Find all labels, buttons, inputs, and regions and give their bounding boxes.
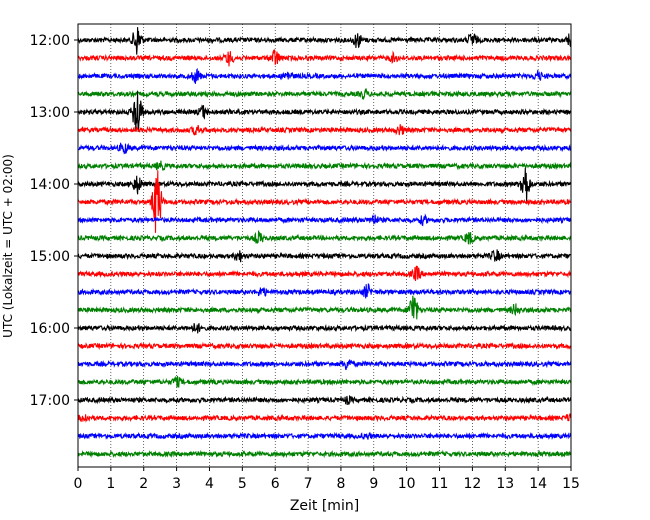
y-tick-label: 12:00 (30, 33, 70, 49)
trace-1315 (77, 124, 572, 136)
x-tick-label: 10 (398, 476, 416, 492)
x-tick-label: 1 (106, 476, 115, 492)
trace-1200 (77, 27, 572, 55)
plot-frame (77, 23, 572, 468)
x-tick-label: 15 (562, 476, 580, 492)
trace-1300 (77, 91, 572, 132)
x-tick-label: 11 (431, 476, 449, 492)
trace-1330 (77, 142, 572, 155)
x-tick-label: 5 (238, 476, 247, 492)
y-axis-label: UTC (Lokalzeit = UTC + 02:00) (1, 154, 15, 338)
y-tick-label: 17:00 (30, 393, 70, 409)
trace-1630 (77, 359, 572, 371)
trace-1215 (77, 49, 572, 67)
trace-1445 (77, 230, 572, 245)
x-tick-label: 8 (336, 476, 345, 492)
y-tick-label: 13:00 (30, 105, 70, 121)
trace-1530 (77, 282, 572, 299)
x-tick-label: 7 (304, 476, 313, 492)
x-tick-label: 9 (369, 476, 378, 492)
x-tick-label: 3 (172, 476, 181, 492)
y-tick-label: 14:00 (30, 177, 70, 193)
trace-1730 (77, 431, 572, 441)
x-tick-label: 14 (529, 476, 547, 492)
trace-1345 (77, 160, 572, 172)
x-axis-label: Zeit [min] (290, 498, 359, 514)
x-tick-label: 12 (463, 476, 481, 492)
x-tick-label: 13 (496, 476, 514, 492)
trace-1615 (77, 341, 572, 351)
grid (110, 24, 539, 467)
trace-1500 (77, 249, 572, 263)
x-tick-label: 2 (139, 476, 148, 492)
x-axis: 0 1 2 3 4 5 6 7 8 9 10 11 12 13 14 15 (74, 467, 580, 492)
trace-1430 (77, 213, 572, 227)
trace-1545 (77, 295, 572, 320)
trace-1245 (77, 87, 572, 101)
trace-1230 (77, 68, 572, 84)
traces (77, 27, 572, 459)
x-tick-label: 4 (205, 476, 214, 492)
y-tick-label: 16:00 (30, 321, 70, 337)
trace-1600 (77, 323, 572, 334)
trace-1415 (77, 170, 572, 233)
trace-1700 (77, 394, 572, 406)
y-axis: 12:00 13:00 14:00 15:00 16:00 17:00 (30, 33, 78, 409)
plot-background (78, 24, 571, 467)
x-tick-label: 0 (74, 476, 83, 492)
y-tick-label: 15:00 (30, 249, 70, 265)
trace-1645 (77, 375, 572, 388)
trace-1400 (77, 167, 572, 203)
x-tick-label: 6 (271, 476, 280, 492)
trace-1715 (77, 413, 572, 423)
trace-1515 (77, 265, 572, 282)
trace-1745 (77, 449, 572, 459)
